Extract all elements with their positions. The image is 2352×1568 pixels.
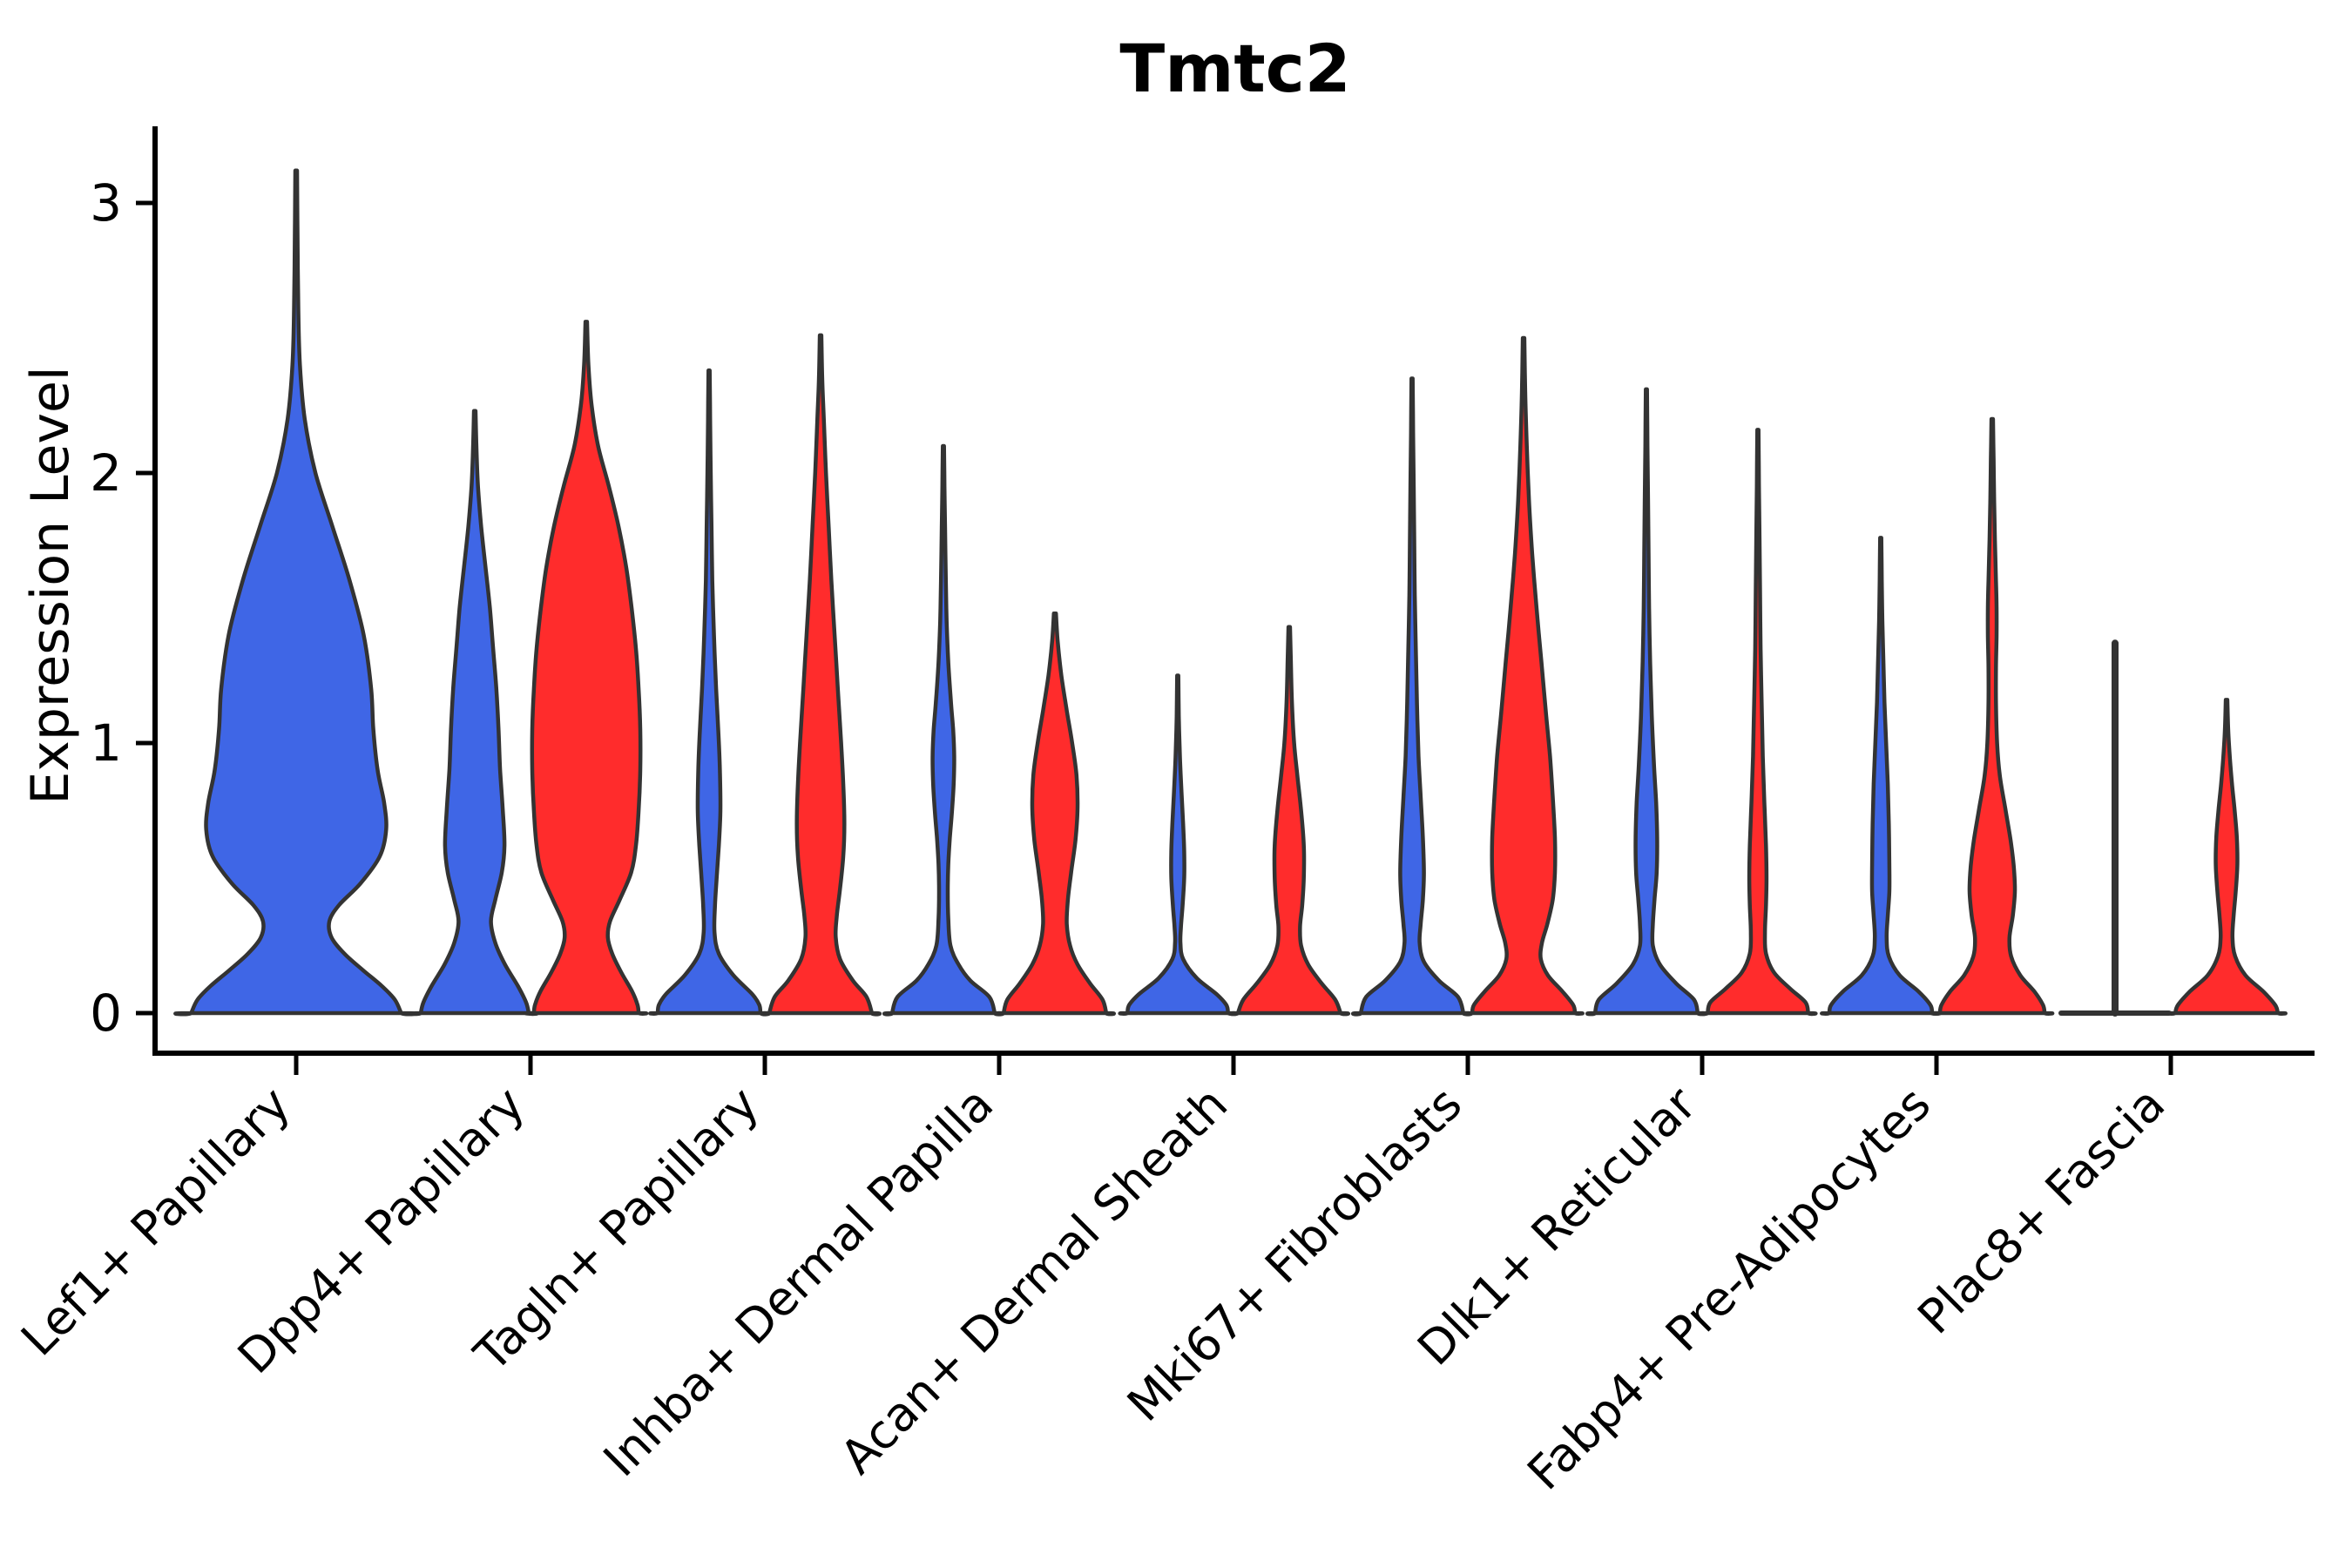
violin-dpp4-papillary-red bbox=[524, 320, 649, 1016]
violin-lef1-papillary-blue bbox=[173, 168, 419, 1017]
violin-acan-dermal-sheath-red bbox=[1227, 625, 1351, 1017]
violin-tagln-papillary-red bbox=[759, 333, 882, 1017]
y-tick-label: 3 bbox=[90, 173, 122, 233]
violin-dpp4-papillary-blue bbox=[410, 409, 539, 1017]
chart-title: Tmtc2 bbox=[1119, 30, 1351, 107]
x-tick-label-fabp4-pre-adipocytes: Fabp4+ Pre-Adipocytes bbox=[1517, 1077, 1941, 1501]
x-tick-label-acan-dermal-sheath: Acan+ Dermal Sheath bbox=[830, 1077, 1238, 1484]
violin-tagln-papillary-blue bbox=[648, 368, 770, 1016]
violin-inhba-dermal-papilla-red bbox=[994, 611, 1116, 1017]
x-tick-label-plac8-fascia: Plac8+ Fascia bbox=[1907, 1077, 2175, 1345]
violin-plac8-fascia-red bbox=[2166, 698, 2288, 1016]
violin-dlk1-reticular-red bbox=[1698, 428, 1818, 1017]
violin-mki67-fibroblasts-blue bbox=[1350, 376, 1474, 1017]
y-tick-label: 2 bbox=[90, 443, 122, 503]
violin-fabp4-pre-adipocytes-blue bbox=[1820, 536, 1942, 1016]
x-tick-label-inhba-dermal-papilla: Inhba+ Dermal Papilla bbox=[593, 1077, 1004, 1487]
violin-dlk1-reticular-blue bbox=[1585, 387, 1707, 1017]
violin-fabp4-pre-adipocytes-red bbox=[1930, 416, 2055, 1016]
y-tick-label: 1 bbox=[90, 713, 122, 773]
violin-mki67-fibroblasts-red bbox=[1463, 335, 1585, 1016]
violin-acan-dermal-sheath-blue bbox=[1118, 673, 1238, 1016]
axis-spines bbox=[152, 126, 2315, 1056]
y-tick-label: 0 bbox=[90, 983, 122, 1043]
violin-inhba-dermal-papilla-blue bbox=[882, 443, 1005, 1017]
